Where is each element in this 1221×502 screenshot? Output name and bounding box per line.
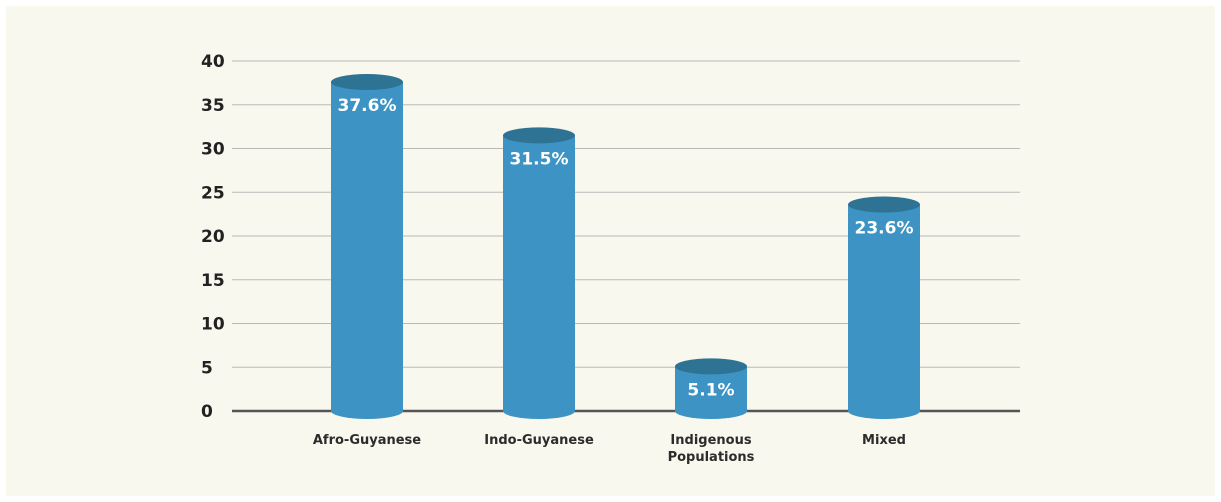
bar-base — [503, 403, 575, 419]
x-axis-labels: Afro-Guyanese Indo-Guyanese Indigenous Popu… — [313, 433, 906, 465]
bar-cap — [675, 358, 747, 375]
x-tick-label: Afro-Guyanese — [313, 433, 421, 448]
y-tick-label: 0 — [201, 402, 213, 422]
bar-base — [675, 403, 747, 419]
y-tick-label: 10 — [201, 315, 225, 335]
x-tick-label: Indigenous — [670, 433, 751, 448]
x-tick-label: Populations — [668, 450, 755, 465]
bar-cap — [848, 196, 920, 213]
y-axis-ticks: 0 5 10 15 20 25 30 35 40 — [201, 52, 225, 422]
data-label: 23.6% — [855, 219, 914, 239]
y-tick-label: 35 — [201, 96, 225, 116]
x-tick-label: Mixed — [862, 433, 906, 448]
y-tick-label: 25 — [201, 183, 225, 203]
y-tick-label: 20 — [201, 227, 225, 247]
data-label: 37.6% — [338, 96, 397, 116]
bar-3: 23.6% — [848, 196, 920, 419]
data-label: 31.5% — [510, 149, 569, 169]
bar-body — [503, 135, 575, 411]
bar-body — [331, 82, 403, 411]
bar-1: 31.5% — [503, 127, 575, 419]
bar-body — [848, 204, 920, 411]
chart-background — [6, 6, 1215, 496]
bar-cap — [331, 74, 403, 90]
y-tick-label: 5 — [201, 358, 213, 378]
bar-2: 5.1% — [675, 358, 747, 419]
data-label: 5.1% — [687, 380, 734, 400]
bar-cap — [503, 127, 575, 144]
x-tick-label: Indo-Guyanese — [484, 433, 594, 448]
y-tick-label: 15 — [201, 271, 225, 291]
y-tick-label: 30 — [201, 140, 225, 160]
bar-0: 37.6% — [331, 74, 403, 419]
bar-base — [331, 403, 403, 419]
y-tick-label: 40 — [201, 52, 225, 72]
bar-base — [848, 403, 920, 419]
bars: 37.6% 31.5% 5.1% 23.6% — [331, 74, 920, 419]
